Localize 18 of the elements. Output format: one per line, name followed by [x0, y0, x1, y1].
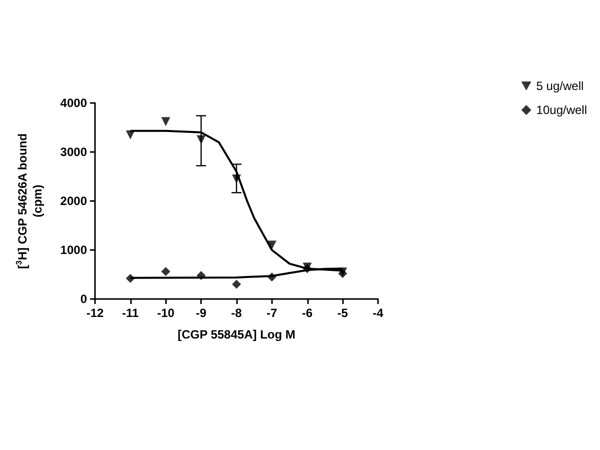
- x-tick-label: -8: [231, 306, 242, 320]
- x-tick-label: -9: [196, 306, 207, 320]
- x-axis-title: [CGP 55845A] Log M: [178, 328, 296, 342]
- x-tick-label: -10: [157, 306, 175, 320]
- x-tick-label: -5: [337, 306, 348, 320]
- y-tick-label: 3000: [60, 145, 88, 159]
- y-tick-label: 0: [80, 292, 88, 306]
- legend-label: 10ug/well: [536, 103, 587, 117]
- y-tick-label: 4000: [60, 96, 88, 110]
- x-tick-label: -12: [86, 306, 104, 320]
- x-tick-label: -4: [372, 306, 384, 320]
- y-tick-label: 2000: [60, 194, 88, 208]
- x-tick-label: -11: [122, 306, 140, 320]
- x-tick-label: -6: [302, 306, 313, 320]
- y-tick-label: 1000: [60, 243, 88, 257]
- legend-label: 5 ug/well: [536, 79, 584, 93]
- x-tick-label: -7: [266, 306, 278, 320]
- y-axis-title: [3H] CGP 54626A bound (cpm): [14, 133, 44, 269]
